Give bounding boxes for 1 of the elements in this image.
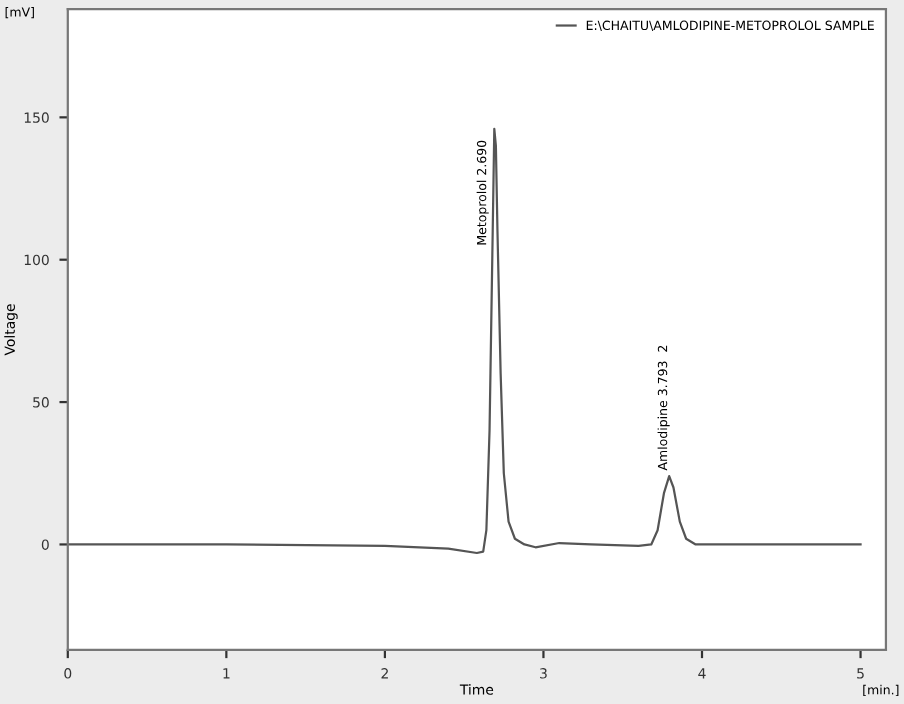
- line-series: [67, 127, 862, 555]
